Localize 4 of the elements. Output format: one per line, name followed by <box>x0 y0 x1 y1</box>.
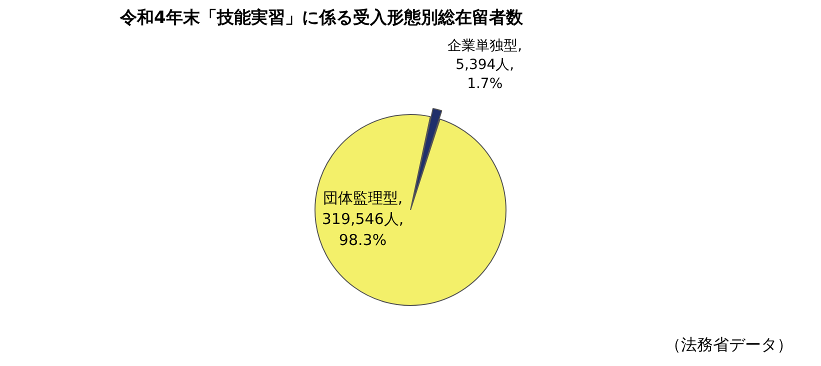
slice-label: 企業単独型, 5,394人, 1.7% <box>448 38 522 92</box>
text: （法務省データ） <box>665 335 793 356</box>
slice-label: 団体監理型, 319,546人, 98.3% <box>322 188 404 249</box>
chart-title: 令和4年末「技能実習」に係る受入形態別総在留者数 <box>120 7 523 29</box>
